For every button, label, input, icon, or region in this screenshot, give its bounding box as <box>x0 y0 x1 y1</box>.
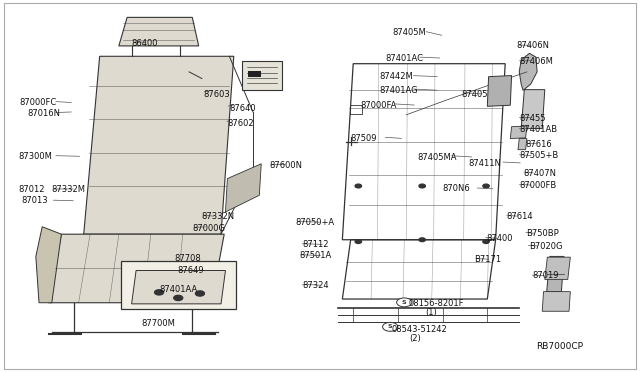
Text: B750BP: B750BP <box>525 229 558 238</box>
Circle shape <box>173 295 182 301</box>
Circle shape <box>397 298 412 307</box>
Polygon shape <box>547 256 564 292</box>
Text: 87050+A: 87050+A <box>296 218 335 227</box>
Text: S: S <box>402 300 406 305</box>
Text: 87013: 87013 <box>22 196 49 205</box>
Text: 87405MA: 87405MA <box>417 153 456 161</box>
FancyBboxPatch shape <box>4 3 636 369</box>
Text: 87000FA: 87000FA <box>360 101 397 110</box>
Text: 87411N: 87411N <box>468 158 501 167</box>
Polygon shape <box>132 270 225 304</box>
Text: 87616: 87616 <box>525 140 552 149</box>
Text: 08543-51242: 08543-51242 <box>392 325 447 334</box>
Text: 87407N: 87407N <box>523 169 556 177</box>
Text: S: S <box>388 324 392 329</box>
Circle shape <box>483 240 489 243</box>
Text: 87455: 87455 <box>519 114 546 123</box>
Text: 87614: 87614 <box>506 212 533 221</box>
Text: 87700M: 87700M <box>141 320 175 328</box>
Text: 87405: 87405 <box>462 90 488 99</box>
Circle shape <box>355 184 362 188</box>
Text: 87012: 87012 <box>19 185 45 194</box>
Text: 87019: 87019 <box>532 271 559 280</box>
Text: 87442M: 87442M <box>380 72 413 81</box>
Text: 870N6: 870N6 <box>443 185 470 193</box>
Text: 87332N: 87332N <box>202 212 235 221</box>
Text: (1): (1) <box>426 308 437 317</box>
Text: 87112: 87112 <box>302 240 328 249</box>
Polygon shape <box>545 257 570 279</box>
Text: 87640: 87640 <box>229 104 256 113</box>
Text: 08156-8201F: 08156-8201F <box>408 299 463 308</box>
Text: 87000FC: 87000FC <box>20 98 57 107</box>
Polygon shape <box>542 292 570 311</box>
Text: 87016N: 87016N <box>28 109 61 118</box>
Circle shape <box>155 290 164 295</box>
Polygon shape <box>84 56 234 234</box>
Text: 87401AG: 87401AG <box>380 86 418 95</box>
Polygon shape <box>487 76 511 106</box>
Polygon shape <box>49 234 224 303</box>
Text: 87603: 87603 <box>204 90 230 99</box>
Polygon shape <box>519 53 537 90</box>
Circle shape <box>419 238 426 241</box>
Text: 87324: 87324 <box>302 281 329 290</box>
Polygon shape <box>119 17 198 46</box>
Text: 87401AA: 87401AA <box>159 285 197 294</box>
Text: 87300M: 87300M <box>19 152 52 161</box>
FancyBboxPatch shape <box>121 261 236 309</box>
Circle shape <box>355 240 362 243</box>
Text: 87509: 87509 <box>351 134 377 143</box>
Polygon shape <box>521 90 545 129</box>
Text: 87708: 87708 <box>174 254 201 263</box>
Text: 87501A: 87501A <box>300 251 332 260</box>
Polygon shape <box>225 164 261 212</box>
Text: 87401AC: 87401AC <box>386 54 424 62</box>
Polygon shape <box>518 138 527 150</box>
Text: B7171: B7171 <box>474 255 502 264</box>
Polygon shape <box>36 227 61 303</box>
Polygon shape <box>510 126 527 138</box>
Text: 87000G: 87000G <box>192 224 225 233</box>
Text: 87600N: 87600N <box>269 161 302 170</box>
Text: 87406N: 87406N <box>516 41 550 51</box>
Text: 87406M: 87406M <box>519 57 553 66</box>
Circle shape <box>195 291 204 296</box>
Text: 87405M: 87405M <box>392 28 426 37</box>
Circle shape <box>419 184 426 188</box>
Text: 87602: 87602 <box>227 119 254 128</box>
FancyBboxPatch shape <box>242 61 282 90</box>
Circle shape <box>483 184 489 188</box>
Text: B7020G: B7020G <box>529 241 563 250</box>
Text: 87649: 87649 <box>177 266 204 275</box>
Circle shape <box>383 323 398 331</box>
FancyBboxPatch shape <box>248 71 261 77</box>
Text: 87400: 87400 <box>486 234 513 243</box>
Text: 87332M: 87332M <box>52 185 86 194</box>
Text: (2): (2) <box>410 334 421 343</box>
Text: 86400: 86400 <box>132 39 158 48</box>
Text: RB7000CP: RB7000CP <box>536 341 583 350</box>
Text: 87401AB: 87401AB <box>519 125 557 134</box>
Text: 87505+B: 87505+B <box>519 151 559 160</box>
Text: 87000FB: 87000FB <box>519 181 557 190</box>
